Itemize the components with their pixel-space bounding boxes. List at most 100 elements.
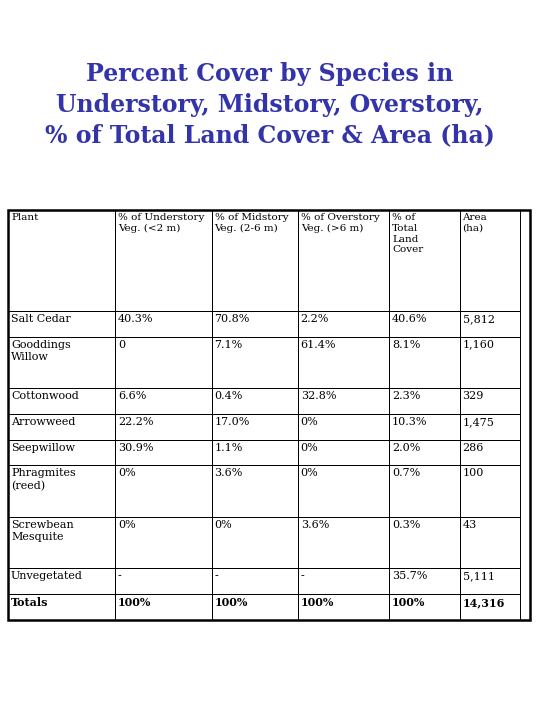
Text: 6.6%: 6.6% xyxy=(118,391,146,401)
Bar xyxy=(298,311,389,336)
Text: 32.8%: 32.8% xyxy=(301,391,336,401)
Bar xyxy=(389,569,460,594)
Bar xyxy=(460,336,519,388)
Bar xyxy=(389,388,460,414)
Bar xyxy=(212,336,298,388)
Bar xyxy=(298,336,389,388)
Bar xyxy=(460,311,519,336)
Bar xyxy=(298,440,389,465)
Bar xyxy=(460,440,519,465)
Text: 100%: 100% xyxy=(301,597,334,608)
Bar xyxy=(389,210,460,311)
Bar xyxy=(8,210,530,620)
Bar xyxy=(212,440,298,465)
Bar xyxy=(115,388,212,414)
Bar xyxy=(460,517,519,569)
Text: 0%: 0% xyxy=(301,417,319,427)
Bar xyxy=(460,388,519,414)
Bar xyxy=(8,336,115,388)
Text: % of
Total
Land
Cover: % of Total Land Cover xyxy=(392,213,423,254)
Bar xyxy=(460,465,519,517)
Text: % of Overstory
Veg. (>6 m): % of Overstory Veg. (>6 m) xyxy=(301,213,380,233)
Text: 0%: 0% xyxy=(301,469,319,478)
Text: -: - xyxy=(118,572,122,582)
Bar xyxy=(389,414,460,440)
Bar xyxy=(389,465,460,517)
Text: 0.4%: 0.4% xyxy=(214,391,243,401)
Bar xyxy=(460,594,519,620)
Bar xyxy=(389,517,460,569)
Bar xyxy=(115,465,212,517)
Text: Percent Cover by Species in
Understory, Midstory, Overstory,
% of Total Land Cov: Percent Cover by Species in Understory, … xyxy=(45,63,495,148)
Bar xyxy=(212,414,298,440)
Bar xyxy=(115,440,212,465)
Text: 10.3%: 10.3% xyxy=(392,417,428,427)
Text: 0.7%: 0.7% xyxy=(392,469,420,478)
Text: 0%: 0% xyxy=(214,520,232,530)
Text: 100%: 100% xyxy=(392,597,426,608)
Text: 17.0%: 17.0% xyxy=(214,417,250,427)
Bar xyxy=(8,594,115,620)
Text: 22.2%: 22.2% xyxy=(118,417,153,427)
Bar xyxy=(212,388,298,414)
Text: 35.7%: 35.7% xyxy=(392,572,428,582)
Text: 40.3%: 40.3% xyxy=(118,314,153,324)
Bar xyxy=(298,594,389,620)
Bar xyxy=(212,517,298,569)
Text: Cottonwood: Cottonwood xyxy=(11,391,79,401)
Text: 14,316: 14,316 xyxy=(463,597,505,608)
Bar xyxy=(298,414,389,440)
Bar xyxy=(115,569,212,594)
Text: 0.3%: 0.3% xyxy=(392,520,421,530)
Bar xyxy=(298,465,389,517)
Bar xyxy=(298,569,389,594)
Text: Totals: Totals xyxy=(11,597,49,608)
Bar xyxy=(389,311,460,336)
Bar xyxy=(8,311,115,336)
Text: Phragmites
(reed): Phragmites (reed) xyxy=(11,469,76,491)
Bar xyxy=(115,414,212,440)
Text: 0%: 0% xyxy=(118,520,136,530)
Text: Salt Cedar: Salt Cedar xyxy=(11,314,71,324)
Bar xyxy=(8,465,115,517)
Bar xyxy=(115,517,212,569)
Text: 2.3%: 2.3% xyxy=(392,391,421,401)
Bar xyxy=(8,388,115,414)
Bar xyxy=(115,210,212,311)
Text: 5,812: 5,812 xyxy=(463,314,495,324)
Text: -: - xyxy=(301,572,305,582)
Text: Unvegetated: Unvegetated xyxy=(11,572,83,582)
Bar xyxy=(460,414,519,440)
Text: 100%: 100% xyxy=(214,597,248,608)
Bar xyxy=(8,414,115,440)
Text: 100%: 100% xyxy=(118,597,151,608)
Text: Area
(ha): Area (ha) xyxy=(463,213,487,233)
Bar xyxy=(8,210,115,311)
Bar xyxy=(212,311,298,336)
Bar xyxy=(298,388,389,414)
Text: 3.6%: 3.6% xyxy=(301,520,329,530)
Bar xyxy=(8,517,115,569)
Bar xyxy=(212,569,298,594)
Bar xyxy=(389,336,460,388)
Bar xyxy=(460,569,519,594)
Text: Plant: Plant xyxy=(11,213,38,222)
Bar xyxy=(389,440,460,465)
Text: 3.6%: 3.6% xyxy=(214,469,243,478)
Bar xyxy=(298,210,389,311)
Text: 0%: 0% xyxy=(301,443,319,453)
Text: 2.0%: 2.0% xyxy=(392,443,421,453)
Bar xyxy=(389,594,460,620)
Text: 70.8%: 70.8% xyxy=(214,314,250,324)
Bar xyxy=(298,517,389,569)
Bar xyxy=(115,311,212,336)
Text: 61.4%: 61.4% xyxy=(301,340,336,350)
Bar xyxy=(8,569,115,594)
Bar xyxy=(212,210,298,311)
Text: Gooddings
Willow: Gooddings Willow xyxy=(11,340,71,361)
Bar xyxy=(115,594,212,620)
Bar xyxy=(8,440,115,465)
Text: -: - xyxy=(214,572,218,582)
Bar xyxy=(212,594,298,620)
Bar xyxy=(212,465,298,517)
